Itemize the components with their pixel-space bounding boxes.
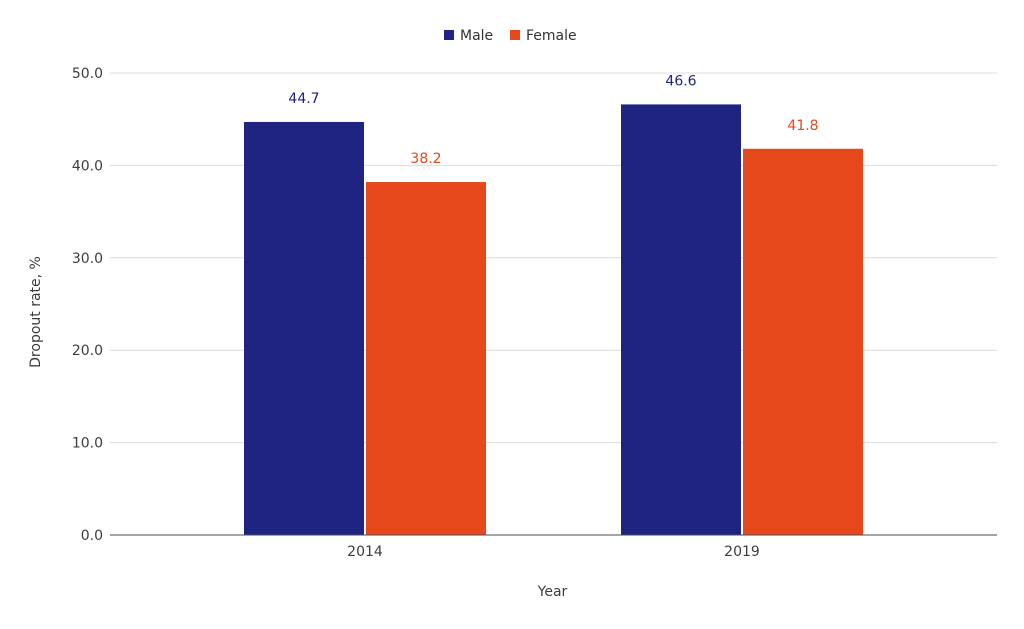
bar-female-2014[interactable] xyxy=(366,182,486,536)
legend-label: Male xyxy=(460,28,493,44)
data-labels: 44.7 38.2 46.6 41.8 xyxy=(288,73,818,167)
x-tick-label: 2019 xyxy=(724,544,760,560)
x-tick-label: 2014 xyxy=(347,544,383,560)
bar-female-2019[interactable] xyxy=(743,148,863,535)
data-label-female-2014: 38.2 xyxy=(410,151,441,167)
bar-male-2019[interactable] xyxy=(621,104,741,535)
y-tick-label: 0.0 xyxy=(81,528,103,544)
y-axis-title: Dropout rate, % xyxy=(28,256,44,368)
legend: Male Female xyxy=(444,28,577,44)
gridlines xyxy=(110,72,997,444)
y-tick-label: 10.0 xyxy=(72,436,103,452)
bar-male-2014[interactable] xyxy=(244,121,364,536)
x-axis-ticks: 2014 2019 xyxy=(347,544,760,560)
y-tick-label: 30.0 xyxy=(72,251,103,267)
y-axis-ticks: 0.0 10.0 20.0 30.0 40.0 50.0 xyxy=(72,66,103,544)
y-tick-label: 20.0 xyxy=(72,343,103,359)
data-label-male-2019: 46.6 xyxy=(665,73,696,89)
x-axis-title: Year xyxy=(537,584,568,600)
legend-label: Female xyxy=(526,28,577,44)
y-tick-label: 50.0 xyxy=(72,66,103,82)
bars xyxy=(244,104,863,536)
legend-item-male[interactable]: Male xyxy=(444,28,493,44)
legend-item-female[interactable]: Female xyxy=(510,28,577,44)
data-label-male-2014: 44.7 xyxy=(288,91,319,107)
legend-swatch xyxy=(444,30,454,40)
legend-swatch xyxy=(510,30,520,40)
data-label-female-2019: 41.8 xyxy=(787,118,818,134)
y-tick-label: 40.0 xyxy=(72,158,103,174)
